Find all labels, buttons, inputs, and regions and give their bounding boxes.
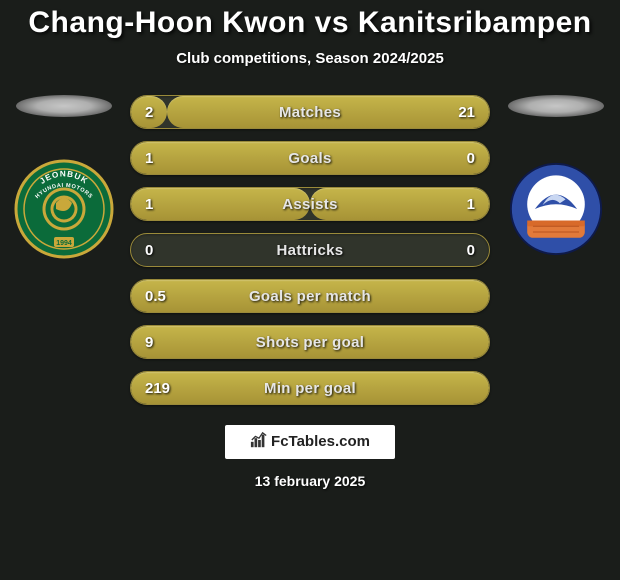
stat-right-value: 0 xyxy=(467,142,475,175)
stat-row: 1Goals0 xyxy=(130,141,490,175)
svg-text:1994: 1994 xyxy=(56,240,72,247)
right-side xyxy=(496,95,616,417)
stat-label: Shots per goal xyxy=(131,326,489,359)
stat-right-value: 0 xyxy=(467,234,475,267)
stat-row: 219Min per goal xyxy=(130,371,490,405)
stat-row: 0Hattricks0 xyxy=(130,233,490,267)
stat-label: Hattricks xyxy=(131,234,489,267)
brand-badge: FcTables.com xyxy=(225,425,395,459)
stat-label: Assists xyxy=(131,188,489,221)
stat-label: Goals per match xyxy=(131,280,489,313)
left-team-logo: JEONBUK HYUNDAI MOTORS 1994 xyxy=(9,149,119,269)
stat-row: 1Assists1 xyxy=(130,187,490,221)
port-badge-icon xyxy=(508,161,604,257)
stat-label: Goals xyxy=(131,142,489,175)
stat-right-value: 1 xyxy=(467,188,475,221)
stat-right-value: 21 xyxy=(458,96,475,129)
player-shadow-left xyxy=(16,95,112,117)
date-text: 13 february 2025 xyxy=(0,473,620,489)
player-shadow-right xyxy=(508,95,604,117)
stat-label: Matches xyxy=(131,96,489,129)
stat-row: 9Shots per goal xyxy=(130,325,490,359)
stat-row: 2Matches21 xyxy=(130,95,490,129)
stat-label: Min per goal xyxy=(131,372,489,405)
jeonbuk-badge-icon: JEONBUK HYUNDAI MOTORS 1994 xyxy=(14,159,114,259)
stat-row: 0.5Goals per match xyxy=(130,279,490,313)
comparison-panel: JEONBUK HYUNDAI MOTORS 1994 2Matches211G… xyxy=(0,95,620,417)
right-team-logo xyxy=(501,149,611,269)
stat-bars: 2Matches211Goals01Assists10Hattricks00.5… xyxy=(124,95,496,417)
page-title: Chang-Hoon Kwon vs Kanitsribampen xyxy=(0,6,620,40)
page-subtitle: Club competitions, Season 2024/2025 xyxy=(0,50,620,67)
chart-icon xyxy=(250,431,268,449)
brand-text: FcTables.com xyxy=(271,433,370,450)
left-side: JEONBUK HYUNDAI MOTORS 1994 xyxy=(4,95,124,417)
